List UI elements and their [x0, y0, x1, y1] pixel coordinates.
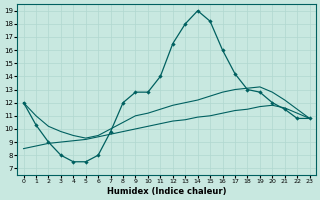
X-axis label: Humidex (Indice chaleur): Humidex (Indice chaleur) [107, 187, 226, 196]
